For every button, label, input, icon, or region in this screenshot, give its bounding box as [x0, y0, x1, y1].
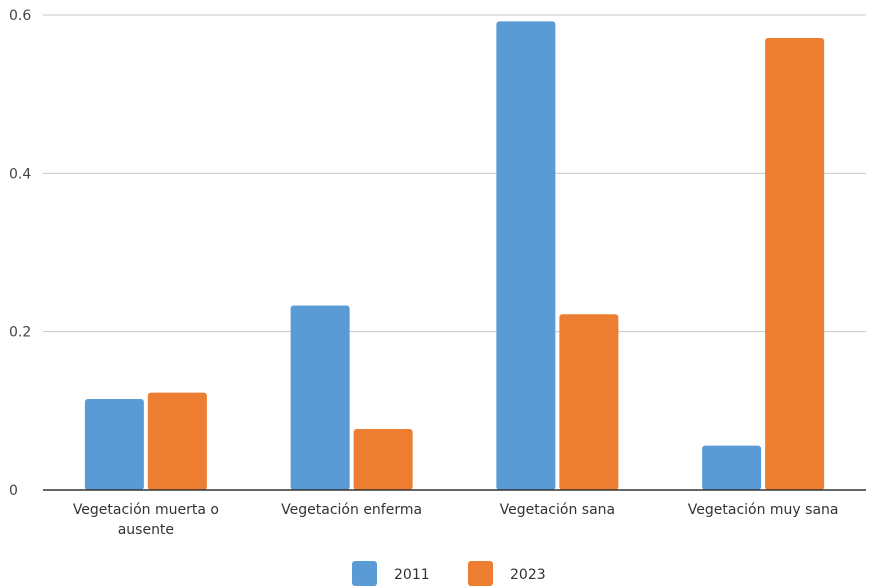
- y-tick-label: 0: [9, 483, 18, 499]
- bar-2023-3: [765, 37, 825, 490]
- gridlines: [43, 14, 866, 333]
- y-tick-label: 0.2: [9, 325, 31, 341]
- y-axis-ticks: 0 0.2 0.4 0.6: [9, 8, 31, 499]
- y-tick-label: 0.4: [9, 166, 31, 182]
- y-tick-label: 0.6: [9, 8, 31, 24]
- bar-2023-1: [353, 429, 413, 490]
- x-tick-label: Vegetación sana: [500, 502, 615, 518]
- legend-label-2023: 2023: [510, 567, 546, 583]
- bar-2023-2: [559, 314, 619, 490]
- x-tick-label: Vegetación enferma: [281, 502, 422, 518]
- bar-2011-1: [290, 305, 350, 490]
- x-tick-label: Vegetación muy sana: [688, 502, 839, 518]
- bar-2011-3: [702, 445, 762, 490]
- bars: [84, 21, 825, 490]
- bar-2011-2: [496, 21, 556, 490]
- x-tick-label: Vegetación muerta o: [73, 502, 219, 518]
- bar-2011-0: [84, 398, 144, 490]
- bar-2023-0: [147, 392, 207, 490]
- legend-label-2011: 2011: [394, 567, 430, 583]
- legend: 2011 2023: [352, 561, 546, 586]
- legend-swatch-2011: [352, 561, 377, 586]
- x-axis-labels: Vegetación muerta o ausente Vegetación enf…: [73, 502, 839, 538]
- x-tick-label: ausente: [118, 522, 174, 538]
- legend-swatch-2023: [468, 561, 493, 586]
